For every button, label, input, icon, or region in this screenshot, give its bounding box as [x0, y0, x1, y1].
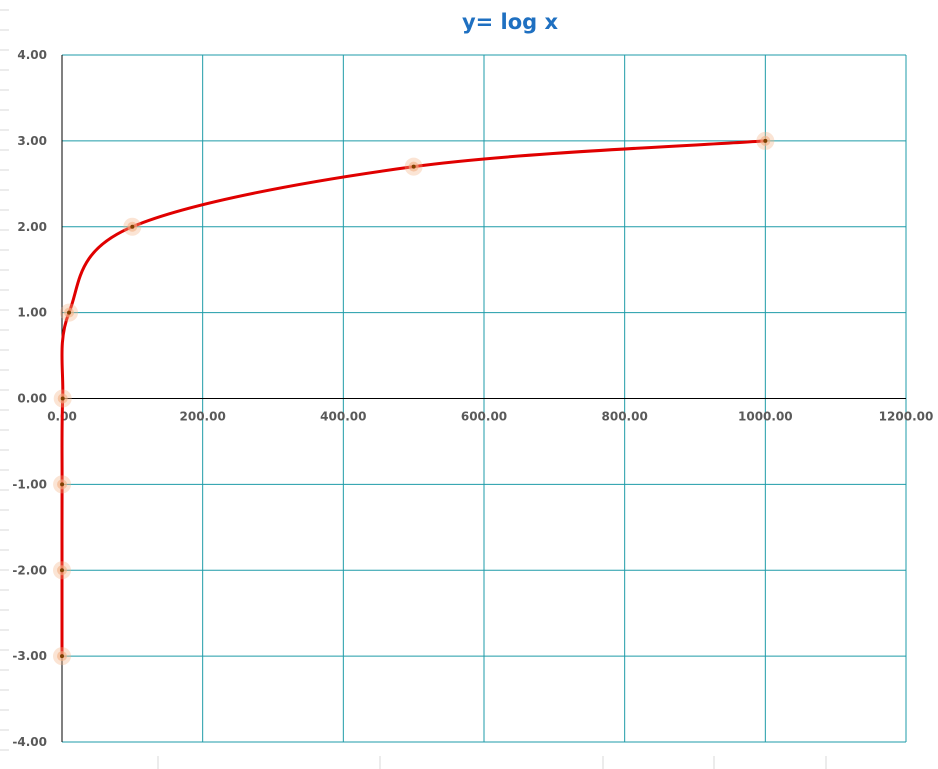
- data-point: [53, 475, 72, 494]
- x-tick-label: 400.00: [320, 410, 366, 424]
- data-point: [53, 561, 72, 580]
- x-tick-label: 600.00: [461, 410, 507, 424]
- spreadsheet-background: [0, 9, 827, 769]
- data-point: [123, 217, 142, 236]
- series-line-log-x: [60, 139, 767, 658]
- data-point: [53, 647, 72, 666]
- y-tick-label: -4.00: [12, 735, 47, 749]
- data-point: [60, 303, 79, 322]
- x-tick-label: 1000.00: [738, 410, 793, 424]
- y-tick-label: -3.00: [12, 649, 47, 663]
- chart-title: y= log x: [462, 10, 559, 34]
- y-tick-label: -1.00: [12, 477, 47, 491]
- x-tick-label: 1200.00: [879, 410, 934, 424]
- y-tick-label: 1.00: [17, 306, 47, 320]
- y-tick-label: 3.00: [17, 134, 47, 148]
- data-point: [404, 157, 423, 176]
- y-tick-label: 4.00: [17, 48, 47, 62]
- data-point: [53, 389, 72, 408]
- x-tick-label: 200.00: [180, 410, 226, 424]
- x-tick-label: 800.00: [602, 410, 648, 424]
- data-markers: [53, 131, 775, 666]
- y-tick-label: -2.00: [12, 563, 47, 577]
- data-point: [756, 131, 775, 150]
- y-tick-label: 0.00: [17, 392, 47, 406]
- tick-labels: 0.00 200.00 400.00 600.00 800.00 1000.00 1200.…: [12, 48, 933, 749]
- y-tick-label: 2.00: [17, 220, 47, 234]
